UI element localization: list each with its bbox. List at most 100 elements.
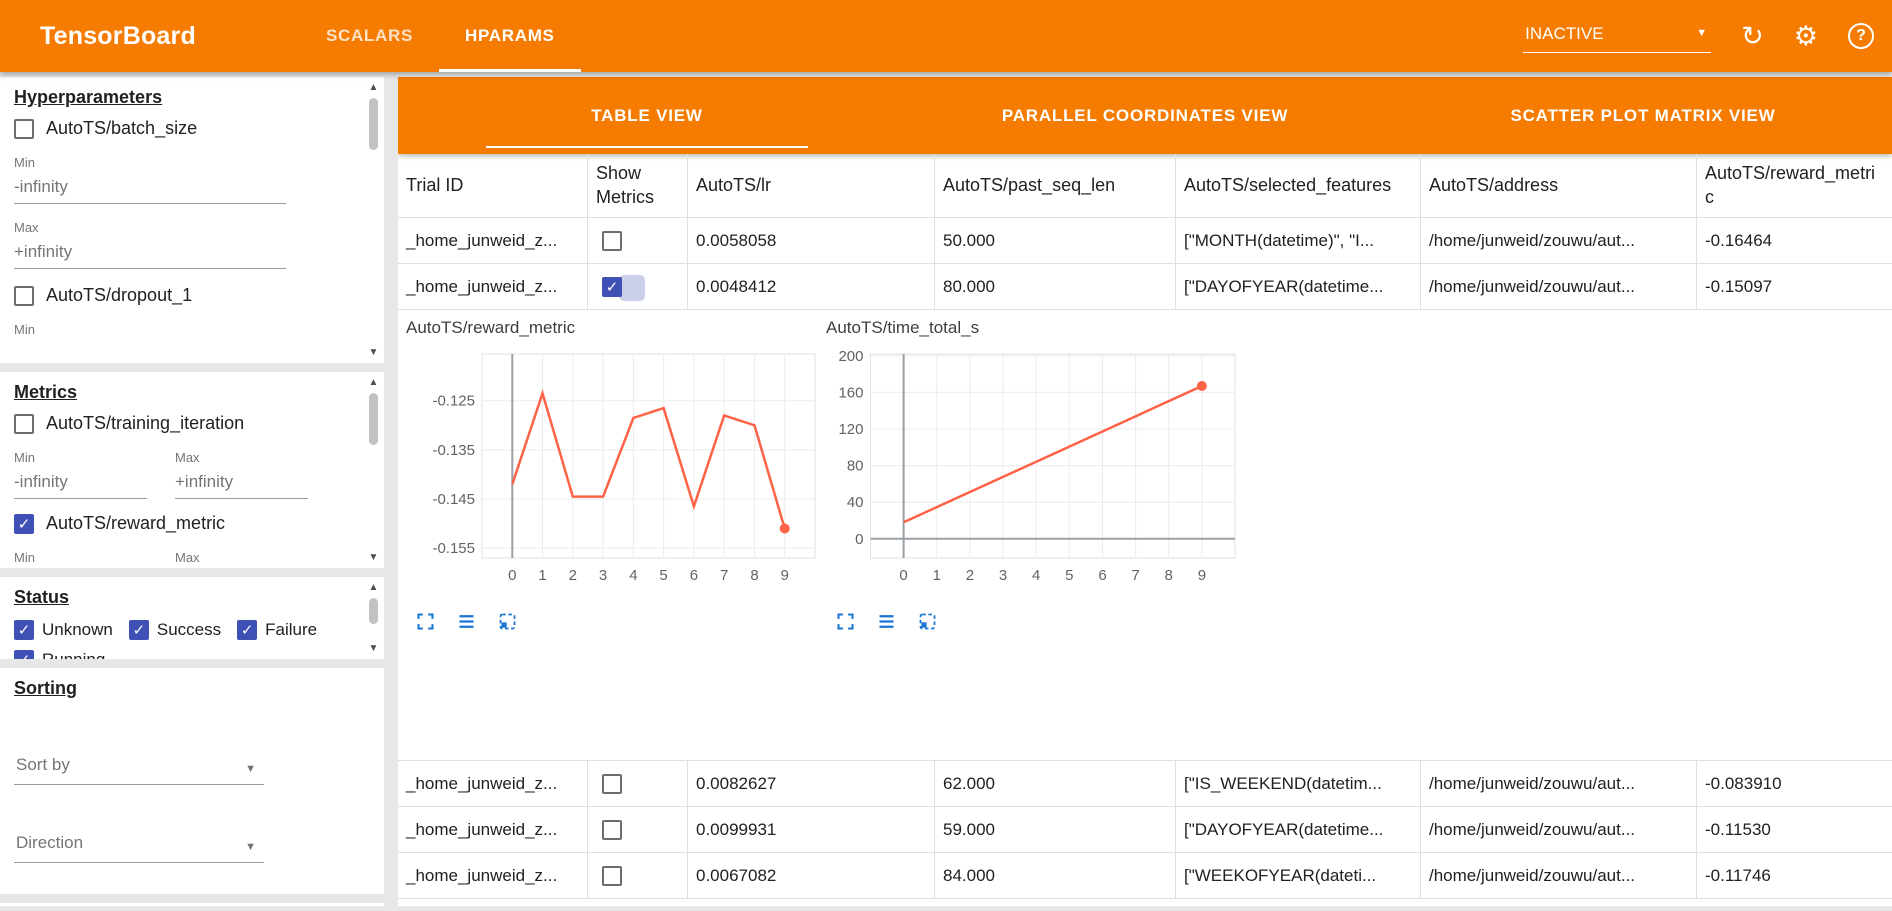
batch-size-max-input[interactable]: +infinity [14, 235, 286, 269]
scroll-up-icon[interactable]: ▲ [368, 377, 379, 388]
svg-text:160: 160 [838, 384, 863, 401]
plugin-nav: SCALARS HPARAMS [300, 0, 581, 72]
status-selector[interactable]: INACTIVE ▼ [1523, 20, 1712, 53]
scroll-up-icon[interactable]: ▲ [368, 82, 379, 93]
training-iteration-checkbox[interactable] [14, 413, 34, 434]
reward-min-label: Min [14, 550, 35, 565]
status-failure-row[interactable]: Failure [237, 620, 317, 640]
show-metrics-checkbox[interactable] [602, 274, 645, 301]
trial-id-cell: _home_junweid_z... [398, 807, 588, 852]
svg-text:3: 3 [999, 567, 1007, 584]
dropout-checkbox[interactable] [14, 285, 34, 306]
scrollbar[interactable]: ▲ ▼ [366, 377, 381, 563]
chevron-down-icon: ▼ [245, 763, 256, 775]
refresh-icon[interactable]: ↻ [1741, 20, 1764, 51]
address-cell: /home/junweid/zouwu/aut... [1421, 264, 1697, 309]
svg-text:40: 40 [847, 494, 864, 511]
lr-cell: 0.0067082 [688, 853, 935, 898]
table-row: _home_junweid_z... 0.0058058 50.000 ["MO… [398, 218, 1892, 264]
status-running-label: Running [42, 650, 105, 659]
reward-metric-line-chart[interactable]: -0.125 -0.135 -0.145 -0.155 0 1 2 3 4 5 6 7 8 9 [405, 344, 825, 588]
tab-scalars[interactable]: SCALARS [325, 26, 414, 45]
status-success-row[interactable]: Success [128, 620, 221, 640]
col-address: AutoTS/address [1421, 154, 1697, 217]
scrollbar[interactable]: ▲ ▼ [366, 582, 381, 654]
svg-text:9: 9 [781, 567, 789, 584]
content-area: Hyperparameters AutoTS/batch_size Min -i… [0, 72, 1892, 906]
scroll-down-icon[interactable]: ▼ [368, 552, 379, 563]
chart-title: AutoTS/time_total_s [826, 318, 980, 337]
reward-metric-cell: -0.15097 [1705, 276, 1773, 296]
tab-parallel-coordinates-view[interactable]: PARALLEL COORDINATES VIEW [896, 77, 1394, 154]
status-title: Status [14, 587, 70, 607]
training-iteration-min-input[interactable]: -infinity [14, 465, 147, 499]
metric-reward-row[interactable]: AutoTS/reward_metric [14, 513, 354, 534]
scrollbar-thumb[interactable] [369, 598, 378, 624]
metric-training-iteration-row[interactable]: AutoTS/training_iteration [14, 413, 354, 434]
tab-table-view[interactable]: TABLE VIEW [398, 77, 896, 154]
scroll-down-icon[interactable]: ▼ [368, 643, 379, 654]
sorting-panel: Sorting Sort by ▼ Direction ▼ [0, 668, 384, 894]
direction-select[interactable]: Direction ▼ [14, 833, 264, 863]
show-metrics-checkbox[interactable] [602, 230, 622, 251]
col-trial-id: Trial ID [398, 154, 588, 217]
reward-metric-cell: -0.16464 [1705, 230, 1773, 250]
scrollbar-thumb[interactable] [369, 393, 378, 445]
address-cell: /home/junweid/zouwu/aut... [1421, 218, 1697, 263]
marquee-zoom-icon[interactable] [497, 611, 518, 632]
sidebar: Hyperparameters AutoTS/batch_size Min -i… [0, 77, 384, 906]
tab-scatter-plot-matrix-label: SCATTER PLOT MATRIX VIEW [1510, 105, 1776, 125]
trial-id-cell: _home_junweid_z... [398, 218, 588, 263]
status-running-row[interactable]: Running [14, 650, 105, 659]
hparam-batch-size-row[interactable]: AutoTS/batch_size [14, 118, 354, 139]
topbar-actions: INACTIVE ▼ ↻ ⚙ ? [1523, 20, 1874, 53]
show-metrics-checkbox[interactable] [602, 865, 622, 886]
svg-text:80: 80 [847, 458, 864, 475]
show-metrics-checkbox[interactable] [602, 773, 622, 794]
show-metrics-checkbox[interactable] [602, 819, 622, 840]
scroll-down-icon[interactable]: ▼ [368, 347, 379, 358]
training-iteration-max-input[interactable]: +infinity [175, 465, 308, 499]
scroll-up-icon[interactable]: ▲ [368, 582, 379, 593]
scrollbar-thumb[interactable] [369, 98, 378, 150]
chart-toolbar [835, 611, 1245, 632]
dropout-min-label: Min [14, 322, 35, 337]
expand-chart-icon[interactable] [835, 611, 856, 632]
show-metrics-cell [588, 264, 688, 309]
axis-lines-icon[interactable] [876, 611, 897, 632]
show-metrics-cell [588, 853, 688, 898]
status-failure-checkbox[interactable] [237, 620, 258, 640]
svg-text:3: 3 [599, 567, 607, 584]
batch-size-label: AutoTS/batch_size [46, 118, 198, 138]
expand-chart-icon[interactable] [415, 611, 436, 632]
time-total-line-chart[interactable]: 0 40 80 120 160 200 0 1 2 3 4 5 6 7 8 9 [825, 344, 1245, 588]
axis-lines-icon[interactable] [456, 611, 477, 632]
status-unknown-checkbox[interactable] [14, 620, 34, 640]
sorting-title: Sorting [14, 678, 77, 698]
batch-size-checkbox[interactable] [14, 118, 34, 139]
batch-size-min-input[interactable]: -infinity [14, 170, 286, 204]
sort-by-select[interactable]: Sort by ▼ [14, 755, 264, 785]
reward-metric-checkbox[interactable] [14, 513, 34, 534]
marquee-zoom-icon[interactable] [917, 611, 938, 632]
gear-icon[interactable]: ⚙ [1793, 20, 1818, 51]
status-unknown-row[interactable]: Unknown [14, 620, 113, 640]
status-running-checkbox[interactable] [14, 650, 34, 659]
trial-id-cell: _home_junweid_z... [398, 264, 588, 309]
top-app-bar: TensorBoard SCALARS HPARAMS INACTIVE ▼ ↻… [0, 0, 1892, 72]
svg-text:5: 5 [659, 567, 667, 584]
status-success-checkbox[interactable] [128, 620, 149, 640]
reward-metric-label: AutoTS/reward_metric [46, 513, 226, 533]
tab-hparams[interactable]: HPARAMS [439, 0, 581, 72]
scrollbar[interactable]: ▲ ▼ [366, 82, 381, 358]
svg-text:-0.135: -0.135 [432, 442, 475, 459]
selected-features-cell: ["IS_WEEKEND(datetim... [1176, 761, 1421, 806]
hparam-dropout-row[interactable]: AutoTS/dropout_1 [14, 285, 354, 306]
svg-text:0: 0 [855, 531, 863, 548]
metrics-panel: Metrics AutoTS/training_iteration Min -i… [0, 372, 384, 568]
training-iteration-min-label: Min [14, 450, 35, 465]
help-icon[interactable]: ? [1848, 23, 1874, 49]
svg-text:7: 7 [720, 567, 728, 584]
tab-scatter-plot-matrix-view[interactable]: SCATTER PLOT MATRIX VIEW [1394, 77, 1892, 154]
